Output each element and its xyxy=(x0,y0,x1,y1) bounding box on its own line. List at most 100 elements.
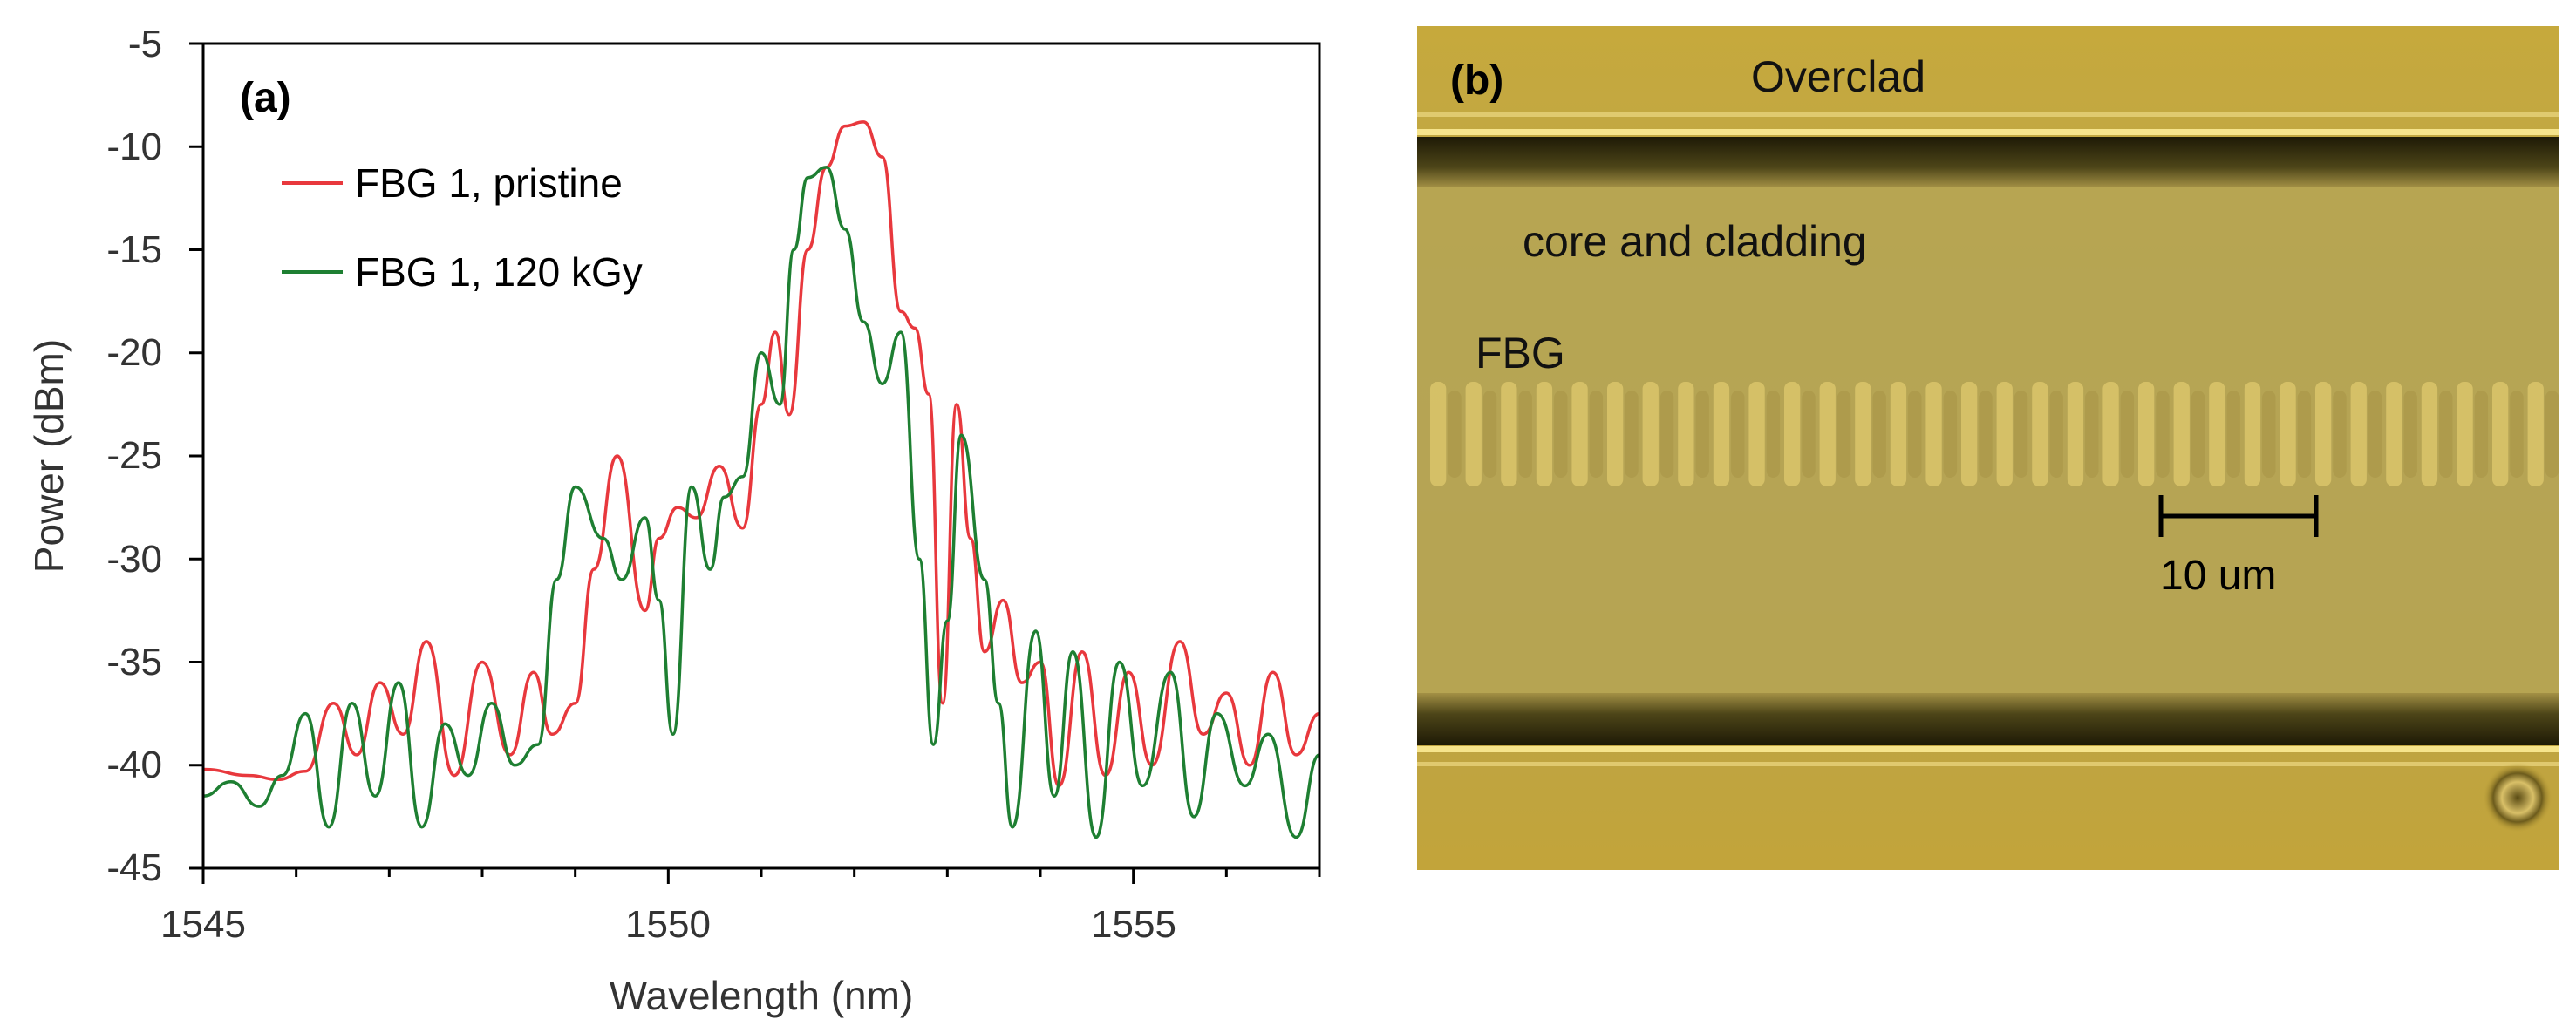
grating-fringe xyxy=(2032,382,2048,486)
grating-fringe xyxy=(1925,382,1942,486)
x-axis-title: Wavelength (nm) xyxy=(610,973,914,1018)
grating-fringe xyxy=(1678,382,1694,486)
y-tick-label: -10 xyxy=(106,126,162,168)
y-tick-label: -35 xyxy=(106,641,162,683)
y-tick-label: -5 xyxy=(128,23,162,65)
panel-label-a: (a) xyxy=(240,75,291,121)
grating-fringe-gap xyxy=(2191,391,2205,478)
grating-fringe-gap xyxy=(2439,391,2453,478)
grating-fringe-gap xyxy=(2085,391,2099,478)
fbg-grating-fringes xyxy=(1430,382,2559,486)
axis-ticks xyxy=(189,42,1321,884)
grating-fringe-gap xyxy=(1554,391,1568,478)
grating-fringe xyxy=(2209,382,2225,486)
grating-fringe-gap xyxy=(1482,391,1497,478)
grating-fringe-gap xyxy=(2403,391,2417,478)
grating-fringe-gap xyxy=(2014,391,2028,478)
plot-area xyxy=(203,120,1319,839)
grating-fringe-gap xyxy=(1979,391,1993,478)
fbg-label: FBG xyxy=(1475,329,1565,377)
grating-fringe xyxy=(2280,382,2296,486)
grating-fringe xyxy=(1607,382,1624,486)
y-tick-label: -45 xyxy=(106,846,162,889)
upper-boundary-line xyxy=(1417,129,2559,135)
series-line-120kgy xyxy=(203,166,1319,839)
upper-boundary-line xyxy=(1417,112,2559,117)
dust-speck xyxy=(2483,763,2552,833)
lower-boundary-line xyxy=(1417,746,2559,752)
legend: FBG 1, pristine FBG 1, 120 kGy xyxy=(282,160,643,295)
legend-label-120kgy: FBG 1, 120 kGy xyxy=(355,249,643,295)
grating-fringe-gap xyxy=(2120,391,2135,478)
grating-fringe-gap xyxy=(1589,391,1604,478)
grating-fringe xyxy=(1713,382,1730,486)
scale-bar: 10 um xyxy=(2158,495,2319,599)
grating-fringe xyxy=(1501,382,1517,486)
grating-fringe xyxy=(2315,382,2332,486)
y-tick-label: -30 xyxy=(106,538,162,581)
grating-fringe-gap xyxy=(1766,391,1781,478)
legend-label-pristine: FBG 1, pristine xyxy=(355,160,623,206)
grating-fringe xyxy=(1996,382,2013,486)
grating-fringe-gap xyxy=(2297,391,2312,478)
lower-dark-edge xyxy=(1417,693,2559,745)
upper-dark-edge xyxy=(1417,137,2559,187)
y-tick-labels: -5 -10 -15 -20 -25 -30 -35 -40 -45 xyxy=(106,23,162,889)
grating-fringe xyxy=(1642,382,1659,486)
x-tick-labels: 1545 1550 1555 xyxy=(160,903,1176,946)
grating-fringe-gap xyxy=(1448,391,1462,478)
grating-fringe-gap xyxy=(2156,391,2170,478)
grating-fringe xyxy=(2244,382,2261,486)
grating-fringe-gap xyxy=(1625,391,1639,478)
grating-fringe-gap xyxy=(2226,391,2240,478)
grating-fringe-gap xyxy=(1908,391,1922,478)
grating-fringe xyxy=(2350,382,2367,486)
grating-fringe-gap xyxy=(2474,391,2489,478)
grating-fringe-gap xyxy=(2368,391,2382,478)
series-line-pristine xyxy=(203,120,1319,788)
x-tick-label: 1555 xyxy=(1091,903,1176,946)
grating-fringe xyxy=(1536,382,1553,486)
y-tick-label: -40 xyxy=(106,744,162,786)
grating-fringe xyxy=(2102,382,2119,486)
grating-fringe xyxy=(1571,382,1588,486)
y-axis-title: Power (dBm) xyxy=(26,339,72,573)
lower-boundary-line xyxy=(1417,762,2559,766)
plot-frame xyxy=(201,42,1321,870)
grating-fringe xyxy=(2386,382,2402,486)
grating-fringe xyxy=(2492,382,2509,486)
grating-fringe-gap xyxy=(1943,391,1958,478)
x-tick-label: 1550 xyxy=(625,903,711,946)
microscope-image: (b) Overclad core and cladding FBG 10 um xyxy=(1417,26,2559,870)
y-tick-label: -15 xyxy=(106,228,162,271)
grating-fringe-gap xyxy=(2510,391,2524,478)
y-tick-label: -25 xyxy=(106,434,162,477)
grating-fringe-gap xyxy=(2262,391,2276,478)
grating-fringe xyxy=(1961,382,1978,486)
grating-fringe xyxy=(1430,382,1447,486)
grating-fringe-gap xyxy=(1518,391,1532,478)
grating-fringe xyxy=(1819,382,1836,486)
x-tick-label: 1545 xyxy=(160,903,246,946)
grating-fringe-gap xyxy=(2333,391,2347,478)
grating-fringe-gap xyxy=(1659,391,1674,478)
y-tick-label: -20 xyxy=(106,331,162,374)
grating-fringe-gap xyxy=(2545,391,2559,478)
grating-fringe-gap xyxy=(2049,391,2063,478)
grating-fringe xyxy=(1855,382,1871,486)
grating-fringe-gap xyxy=(1695,391,1709,478)
grating-fringe xyxy=(2527,382,2544,486)
grating-fringe xyxy=(2138,382,2155,486)
grating-fringe-gap xyxy=(1837,391,1851,478)
grating-fringe xyxy=(1890,382,1907,486)
grating-fringe xyxy=(2457,382,2473,486)
core-cladding-label: core and cladding xyxy=(1523,217,1867,266)
grating-fringe xyxy=(1784,382,1801,486)
spectrum-chart: -5 -10 -15 -20 -25 -30 -35 -40 -45 1545 … xyxy=(26,23,1321,1018)
grating-fringe xyxy=(2173,382,2190,486)
overclad-label: Overclad xyxy=(1751,52,1925,101)
grating-fringe xyxy=(1748,382,1765,486)
grating-fringe xyxy=(2067,382,2084,486)
grating-fringe-gap xyxy=(1872,391,1886,478)
